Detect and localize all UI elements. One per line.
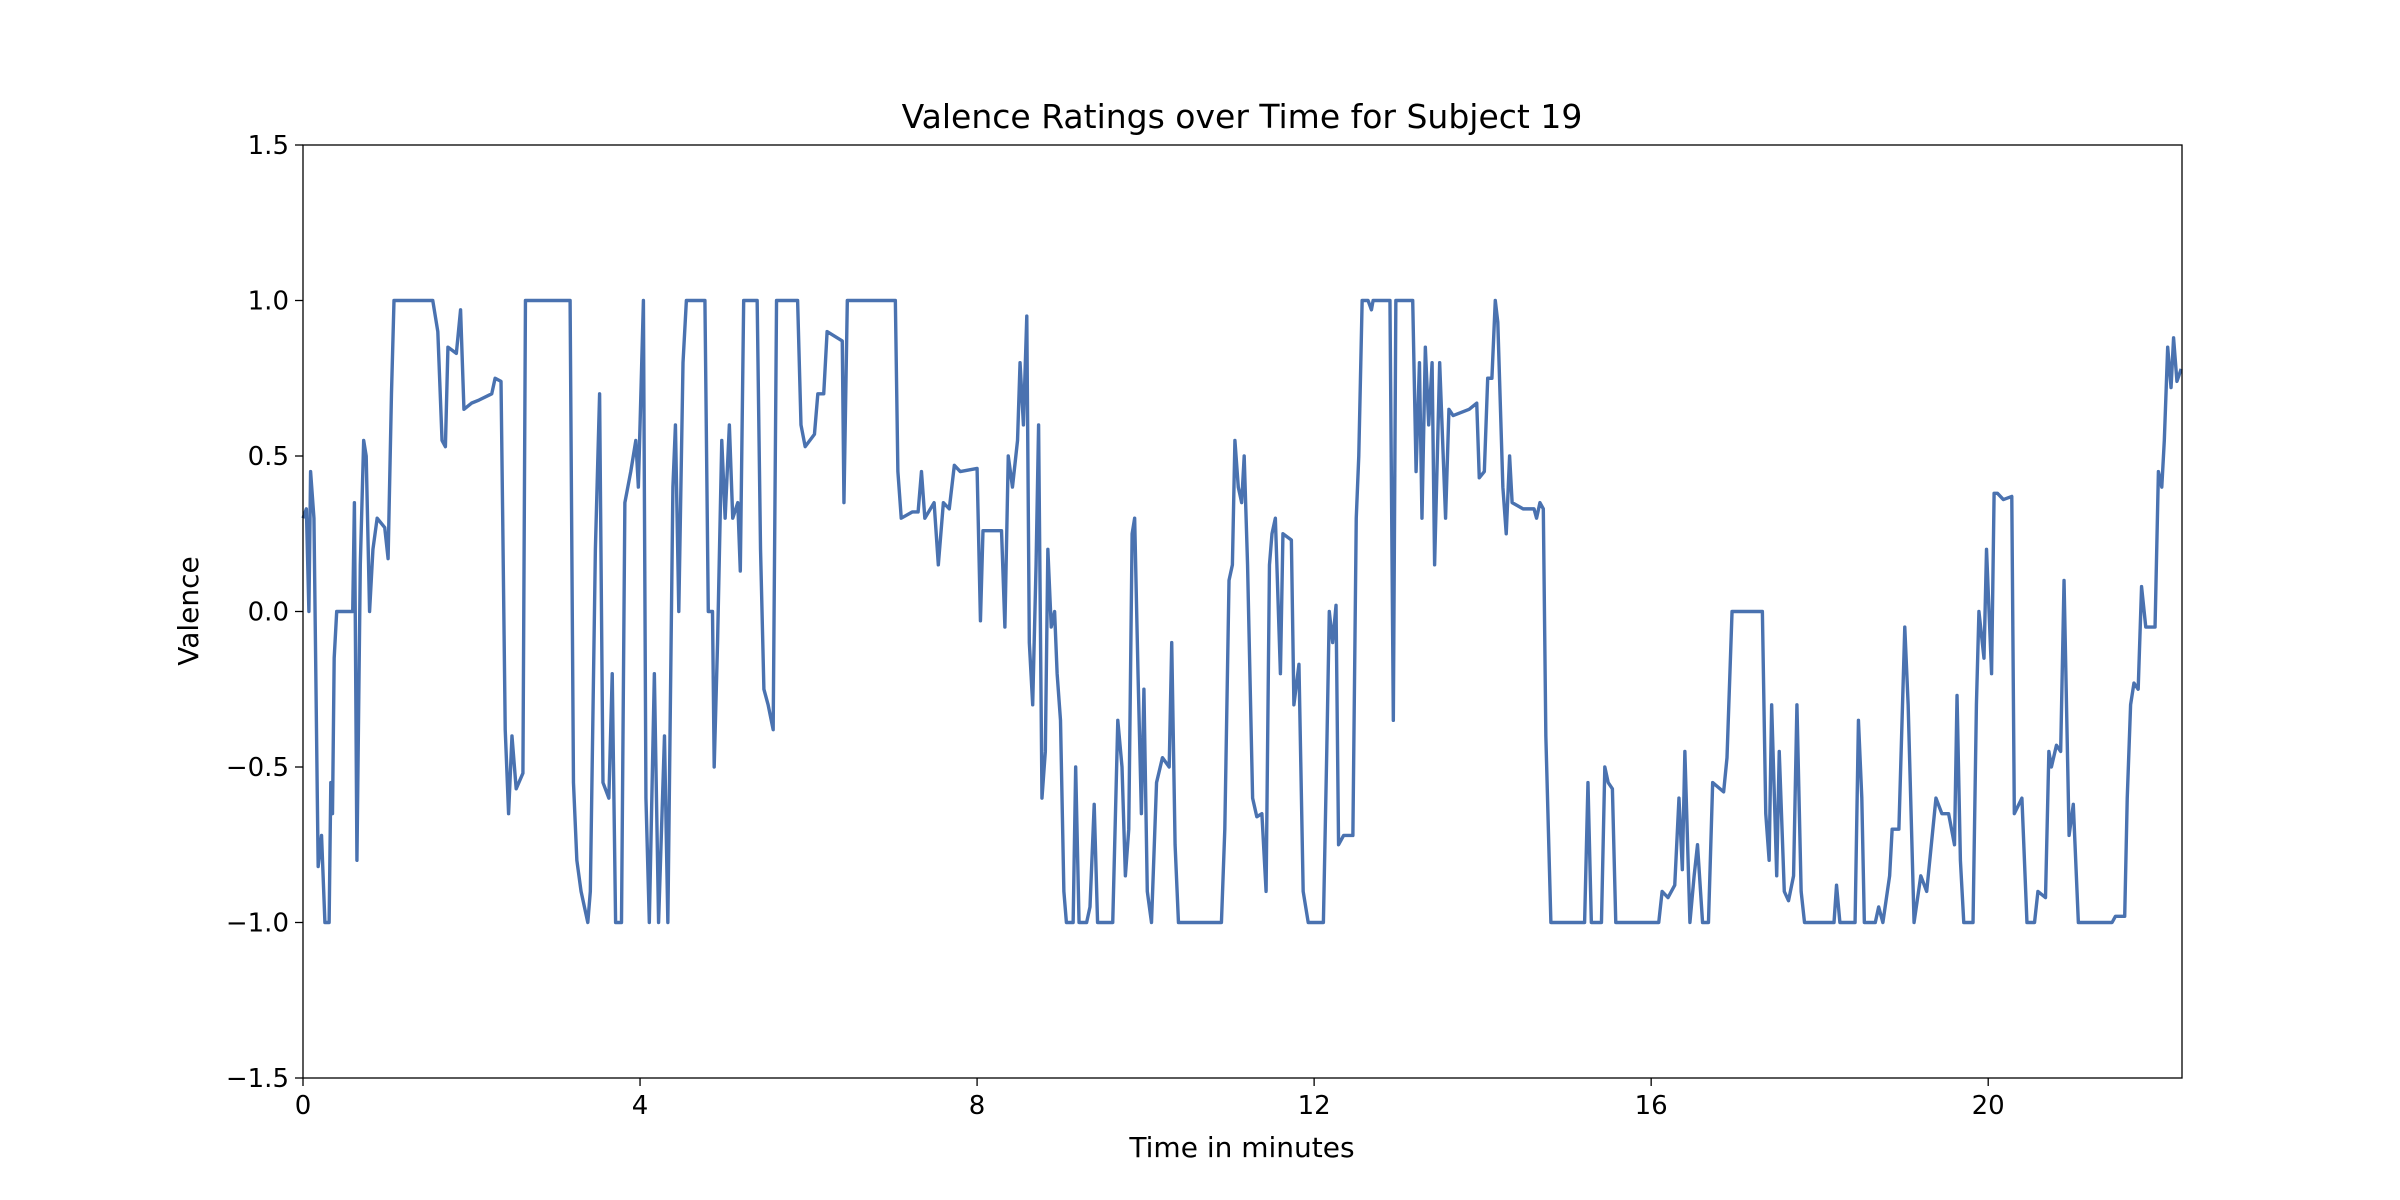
y-axis-label: Valence: [172, 556, 205, 666]
x-tick-label: 16: [1635, 1091, 1668, 1121]
y-tick-label: 1.0: [248, 287, 289, 317]
data-line: [301, 298, 2183, 925]
plot-frame: [302, 144, 2183, 1079]
chart-title: Valence Ratings over Time for Subject 19: [902, 97, 1583, 136]
x-tick-label: 0: [295, 1091, 312, 1121]
x-tick-label: 4: [632, 1091, 649, 1121]
y-tick-label: −0.5: [226, 753, 289, 783]
x-tick-label: 8: [969, 1091, 986, 1121]
x-axis-label: Time in minutes: [1128, 1131, 1354, 1164]
y-tick-label: 0.0: [248, 598, 289, 628]
x-tick-label: 12: [1298, 1091, 1331, 1121]
y-tick-label: −1.0: [226, 909, 289, 939]
y-tick-label: 0.5: [248, 442, 289, 472]
x-tick-label: 20: [1972, 1091, 2005, 1121]
y-tick-label: 1.5: [248, 131, 289, 161]
y-tick-label: −1.5: [226, 1064, 289, 1094]
